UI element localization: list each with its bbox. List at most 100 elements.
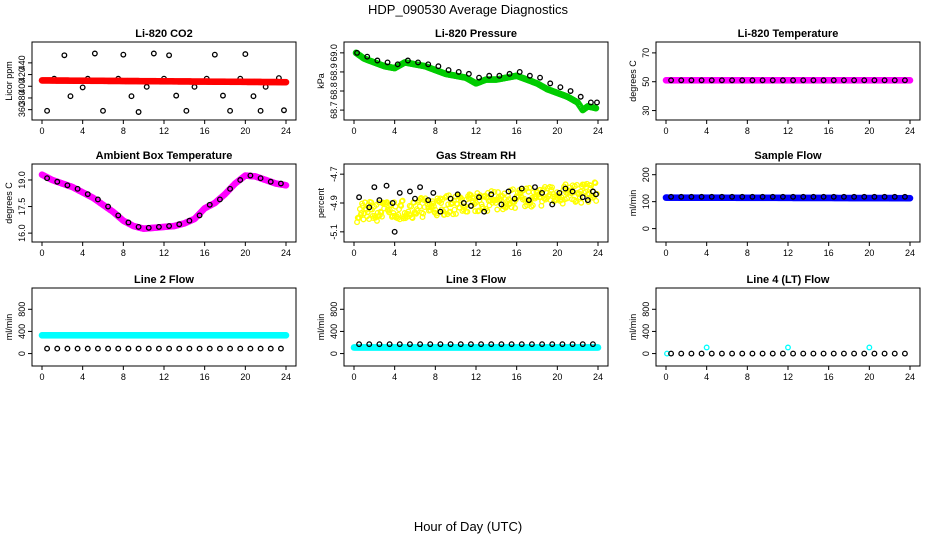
data-point [579, 341, 586, 348]
data-point [183, 107, 190, 114]
data-point [399, 197, 406, 204]
x-tick-label: 4 [80, 372, 85, 382]
data-point [464, 208, 471, 215]
series-green [352, 49, 600, 114]
data-point [419, 214, 426, 221]
data-point [505, 188, 512, 195]
data-point [356, 341, 363, 348]
data-point [891, 350, 898, 357]
data-point [227, 107, 234, 114]
data-point [579, 194, 586, 201]
data-point [135, 223, 142, 230]
data-point [247, 345, 254, 352]
data-point [282, 332, 290, 339]
data-point [539, 189, 546, 196]
plot-frame [31, 287, 297, 367]
data-point [708, 77, 715, 84]
data-point [415, 59, 421, 66]
data-point [518, 185, 525, 192]
data-point [478, 341, 485, 348]
data-point [281, 107, 287, 114]
data-point [574, 182, 580, 188]
data-point [769, 193, 776, 200]
data-point [125, 219, 132, 226]
data-point [881, 350, 888, 357]
x-tick-label: 4 [80, 248, 85, 258]
panel-title: Li-820 Temperature [738, 28, 839, 40]
y-tick-label: 400 [329, 324, 339, 339]
data-point [557, 84, 564, 91]
data-point [785, 344, 791, 351]
data-point [739, 350, 746, 357]
data-point [790, 193, 797, 200]
data-point [447, 195, 454, 202]
data-point [282, 78, 290, 86]
data-point [668, 350, 675, 357]
data-point [525, 197, 532, 204]
data-point [176, 345, 183, 352]
data-point [389, 200, 396, 206]
data-point [516, 68, 523, 75]
data-point [166, 52, 173, 59]
y-tick-label: 30 [641, 106, 651, 116]
series-black [44, 50, 287, 115]
data-point [537, 74, 543, 81]
data-point [688, 77, 695, 84]
data-point [790, 77, 797, 84]
data-point [379, 213, 385, 220]
data-point [739, 193, 746, 200]
data-point [498, 201, 505, 208]
series-cyan [38, 332, 290, 339]
data-point [718, 350, 725, 357]
data-point [830, 350, 837, 357]
data-point [354, 49, 360, 56]
chart-panel: Li-820 Pressure 0 4 8 12 16 20 24 68.768.868.969… [316, 28, 609, 136]
y-axis-label: ml/min [316, 314, 326, 341]
x-tick-label: 4 [704, 126, 709, 136]
data-point [508, 204, 515, 211]
x-tick-label: 8 [745, 372, 750, 382]
data-point [779, 77, 786, 84]
series-black [356, 182, 599, 235]
data-point [257, 107, 264, 114]
data-point [409, 215, 416, 222]
data-point [779, 350, 786, 357]
data-point [729, 350, 736, 357]
data-point [800, 350, 807, 357]
panel-title: Ambient Box Temperature [96, 150, 233, 162]
data-point [441, 211, 448, 218]
data-point [749, 350, 756, 357]
data-point [569, 188, 576, 195]
data-point [242, 51, 249, 58]
data-point [191, 83, 198, 90]
data-point [135, 109, 142, 115]
data-point [371, 184, 378, 191]
data-point [227, 185, 234, 192]
y-tick-label: 0 [17, 351, 27, 356]
chart-panel: Li-820 Temperature 0 4 8 12 16 20 24 30 50 70degre… [628, 28, 921, 136]
y-axis-label: ml/min [4, 314, 14, 341]
data-point [94, 196, 101, 203]
data-point [494, 206, 501, 213]
y-tick-label: -4.7 [329, 166, 339, 182]
data-point [445, 67, 452, 73]
data-point [509, 186, 516, 193]
data-point [247, 172, 254, 179]
data-point [688, 193, 695, 200]
y-axis-label: percent [316, 187, 326, 218]
x-tick-label: 8 [433, 372, 438, 382]
data-point [800, 77, 807, 84]
series-magenta [38, 171, 290, 232]
data-point [486, 72, 493, 79]
data-point [376, 341, 383, 348]
y-tick-label: 360 [17, 102, 27, 117]
x-axis-caption: Hour of Day (UTC) [414, 519, 522, 534]
data-point [427, 341, 434, 348]
data-point [759, 350, 766, 357]
data-point [465, 70, 472, 77]
x-tick-label: 20 [552, 248, 562, 258]
x-tick-label: 16 [824, 372, 834, 382]
data-point [502, 204, 509, 211]
data-point [866, 344, 873, 351]
